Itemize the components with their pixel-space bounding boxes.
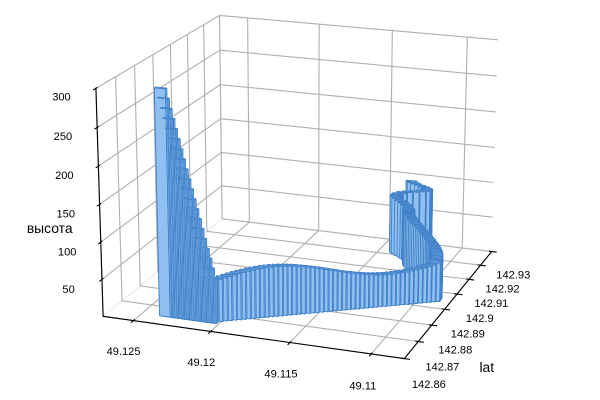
svg-text:142.91: 142.91 [474, 298, 508, 310]
svg-text:142.9: 142.9 [466, 313, 494, 325]
svg-text:142.89: 142.89 [451, 329, 485, 341]
svg-text:49.12: 49.12 [187, 357, 215, 369]
svg-text:300: 300 [52, 92, 71, 104]
svg-text:142.88: 142.88 [438, 345, 472, 357]
svg-text:49.11: 49.11 [349, 381, 376, 393]
svg-text:49.115: 49.115 [264, 369, 297, 381]
svg-text:100: 100 [58, 246, 77, 258]
svg-text:lat: lat [479, 359, 494, 375]
svg-text:142.87: 142.87 [425, 362, 459, 374]
svg-text:150: 150 [57, 208, 76, 220]
svg-text:142.92: 142.92 [486, 283, 520, 295]
svg-text:200: 200 [55, 170, 74, 182]
svg-text:высота: высота [27, 220, 73, 236]
svg-text:50: 50 [62, 284, 74, 296]
svg-text:142.86: 142.86 [412, 379, 446, 391]
svg-text:142.93: 142.93 [496, 269, 530, 281]
svg-text:49.125: 49.125 [107, 346, 141, 358]
svg-text:250: 250 [54, 131, 73, 143]
